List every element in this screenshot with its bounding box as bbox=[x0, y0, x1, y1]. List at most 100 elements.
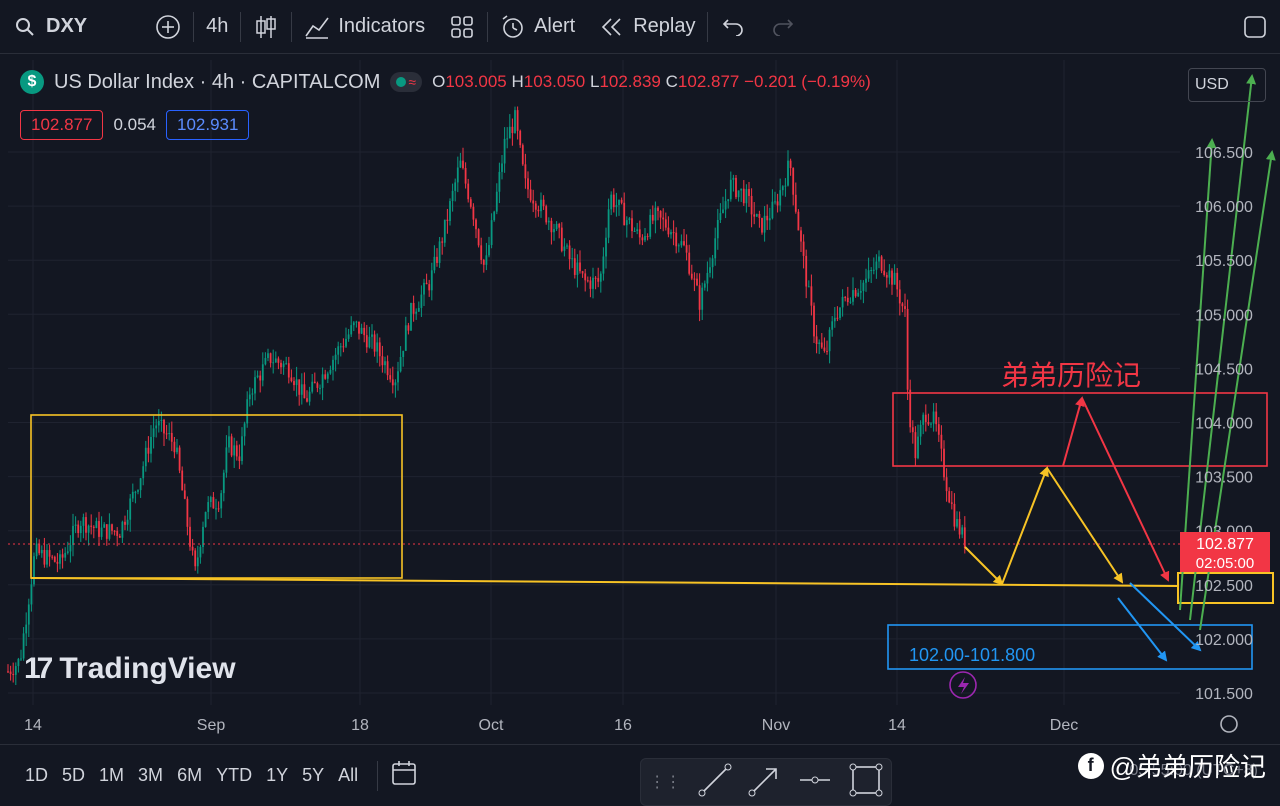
candle-body bbox=[64, 552, 67, 558]
range-1d[interactable]: 1D bbox=[25, 765, 49, 785]
indicators-button[interactable]: Indicators bbox=[292, 0, 437, 54]
price-tick: 104.500 bbox=[1195, 361, 1253, 378]
candle-body bbox=[781, 186, 784, 191]
consolidation-box[interactable] bbox=[30, 414, 403, 579]
candle-body bbox=[339, 346, 342, 348]
high-value: 103.050 bbox=[523, 72, 586, 91]
layouts-button[interactable] bbox=[437, 0, 487, 54]
candle-body bbox=[332, 359, 334, 370]
candle-body bbox=[415, 311, 418, 314]
rectangle-icon[interactable] bbox=[849, 763, 883, 802]
fullscreen-button[interactable] bbox=[1230, 0, 1280, 54]
drag-handle-icon[interactable]: ⋮⋮ bbox=[649, 774, 682, 791]
undo-button[interactable] bbox=[708, 0, 758, 54]
candle-body bbox=[646, 236, 649, 238]
candle-body bbox=[155, 425, 158, 429]
blue-target-zone[interactable] bbox=[887, 624, 1253, 670]
arrow-line-icon[interactable] bbox=[748, 763, 782, 802]
replay-button[interactable]: Replay bbox=[587, 0, 707, 54]
yellow-arrow-down-2[interactable] bbox=[1046, 467, 1124, 584]
bid-price[interactable]: 102.877 bbox=[20, 110, 104, 140]
calendar-icon[interactable] bbox=[390, 759, 418, 792]
candle-body bbox=[823, 347, 826, 351]
separator bbox=[193, 11, 195, 42]
alert-button[interactable]: Alert bbox=[488, 0, 587, 54]
candle-body bbox=[12, 674, 15, 676]
candle-body bbox=[792, 168, 795, 195]
candle-body bbox=[605, 237, 607, 257]
blue-arrow-1[interactable] bbox=[1117, 597, 1168, 662]
candle-body bbox=[516, 110, 519, 131]
trend-line-icon[interactable] bbox=[698, 763, 732, 802]
range-1m[interactable]: 1M bbox=[99, 765, 125, 785]
candle-body bbox=[963, 527, 966, 548]
candle-body bbox=[334, 354, 337, 360]
chart-type-button[interactable] bbox=[241, 0, 291, 54]
symbol-search[interactable]: DXY bbox=[0, 0, 99, 54]
candle-body bbox=[784, 185, 787, 187]
green-arrow-2[interactable] bbox=[1189, 74, 1257, 621]
candle-body bbox=[490, 220, 493, 246]
separator bbox=[240, 11, 242, 42]
blue-arrow-2[interactable] bbox=[1129, 582, 1202, 652]
candle-body bbox=[451, 190, 454, 202]
candle-body bbox=[207, 502, 210, 512]
horizontal-line-icon[interactable] bbox=[798, 763, 832, 802]
candle-body bbox=[311, 381, 314, 392]
legend-toggle[interactable]: ≈ bbox=[390, 72, 423, 92]
red-arrow-down[interactable] bbox=[1081, 397, 1170, 582]
candle-body bbox=[818, 342, 821, 345]
range-1y[interactable]: 1Y bbox=[266, 765, 289, 785]
candle-body bbox=[547, 220, 550, 223]
candle-body bbox=[355, 321, 358, 323]
range-5y[interactable]: 5Y bbox=[302, 765, 325, 785]
candle-body bbox=[852, 290, 854, 302]
candle-body bbox=[113, 530, 116, 532]
timezone-label[interactable]: 05:55:00 (UTC+8) bbox=[1129, 762, 1258, 779]
open-value: 103.005 bbox=[445, 72, 507, 91]
axis-settings-icon[interactable] bbox=[1220, 715, 1238, 733]
target-box-yellow[interactable] bbox=[1177, 572, 1274, 604]
range-6m[interactable]: 6M bbox=[177, 765, 203, 785]
price-chart[interactable]: 弟弟历险记 102.00-101.800 106.500 106.000 105.50… bbox=[0, 56, 1280, 742]
candle-body bbox=[761, 217, 763, 233]
alert-label: Alert bbox=[534, 15, 576, 37]
price-tick: 106.500 bbox=[1195, 145, 1253, 162]
candle-body bbox=[883, 270, 886, 275]
candle-body bbox=[641, 237, 644, 241]
range-ytd[interactable]: YTD bbox=[216, 765, 253, 785]
interval-button[interactable]: 4h bbox=[206, 15, 229, 37]
candle-body bbox=[735, 177, 737, 198]
yellow-arrow-down-1[interactable] bbox=[964, 546, 1004, 586]
support-line[interactable] bbox=[30, 577, 1179, 587]
candle-body bbox=[558, 223, 561, 228]
candle-body bbox=[836, 317, 839, 319]
red-arrow-up[interactable] bbox=[1062, 396, 1085, 467]
candle-body bbox=[602, 256, 605, 274]
countdown-label: 02:05:00 bbox=[1196, 555, 1254, 572]
candle-body bbox=[805, 255, 808, 287]
time-tick: 16 bbox=[614, 717, 632, 734]
compare-button[interactable] bbox=[143, 0, 193, 54]
yellow-arrow-up[interactable] bbox=[1001, 466, 1049, 585]
range-all[interactable]: All bbox=[338, 765, 359, 785]
range-5d[interactable]: 5D bbox=[62, 765, 86, 785]
chart-legend: $ US Dollar Index · 4h · CAPITALCOM ≈ O1… bbox=[20, 70, 871, 94]
currency-button[interactable]: USD bbox=[1188, 68, 1266, 102]
candle-body bbox=[134, 491, 137, 493]
redo-button[interactable] bbox=[758, 0, 808, 54]
range-3m[interactable]: 3M bbox=[138, 765, 164, 785]
candle-body bbox=[911, 427, 914, 433]
candle-body bbox=[69, 545, 72, 552]
candle-body bbox=[607, 209, 610, 238]
lightning-icon[interactable] bbox=[949, 671, 977, 699]
candle-body bbox=[797, 211, 800, 231]
resistance-box[interactable] bbox=[892, 392, 1268, 467]
time-tick: Sep bbox=[197, 717, 226, 734]
candle-body bbox=[870, 269, 873, 271]
candle-body bbox=[14, 666, 17, 675]
green-arrow-1[interactable] bbox=[1179, 138, 1217, 611]
candle-body bbox=[124, 521, 126, 525]
candle-body bbox=[347, 334, 350, 339]
ask-price[interactable]: 102.931 bbox=[166, 110, 250, 140]
